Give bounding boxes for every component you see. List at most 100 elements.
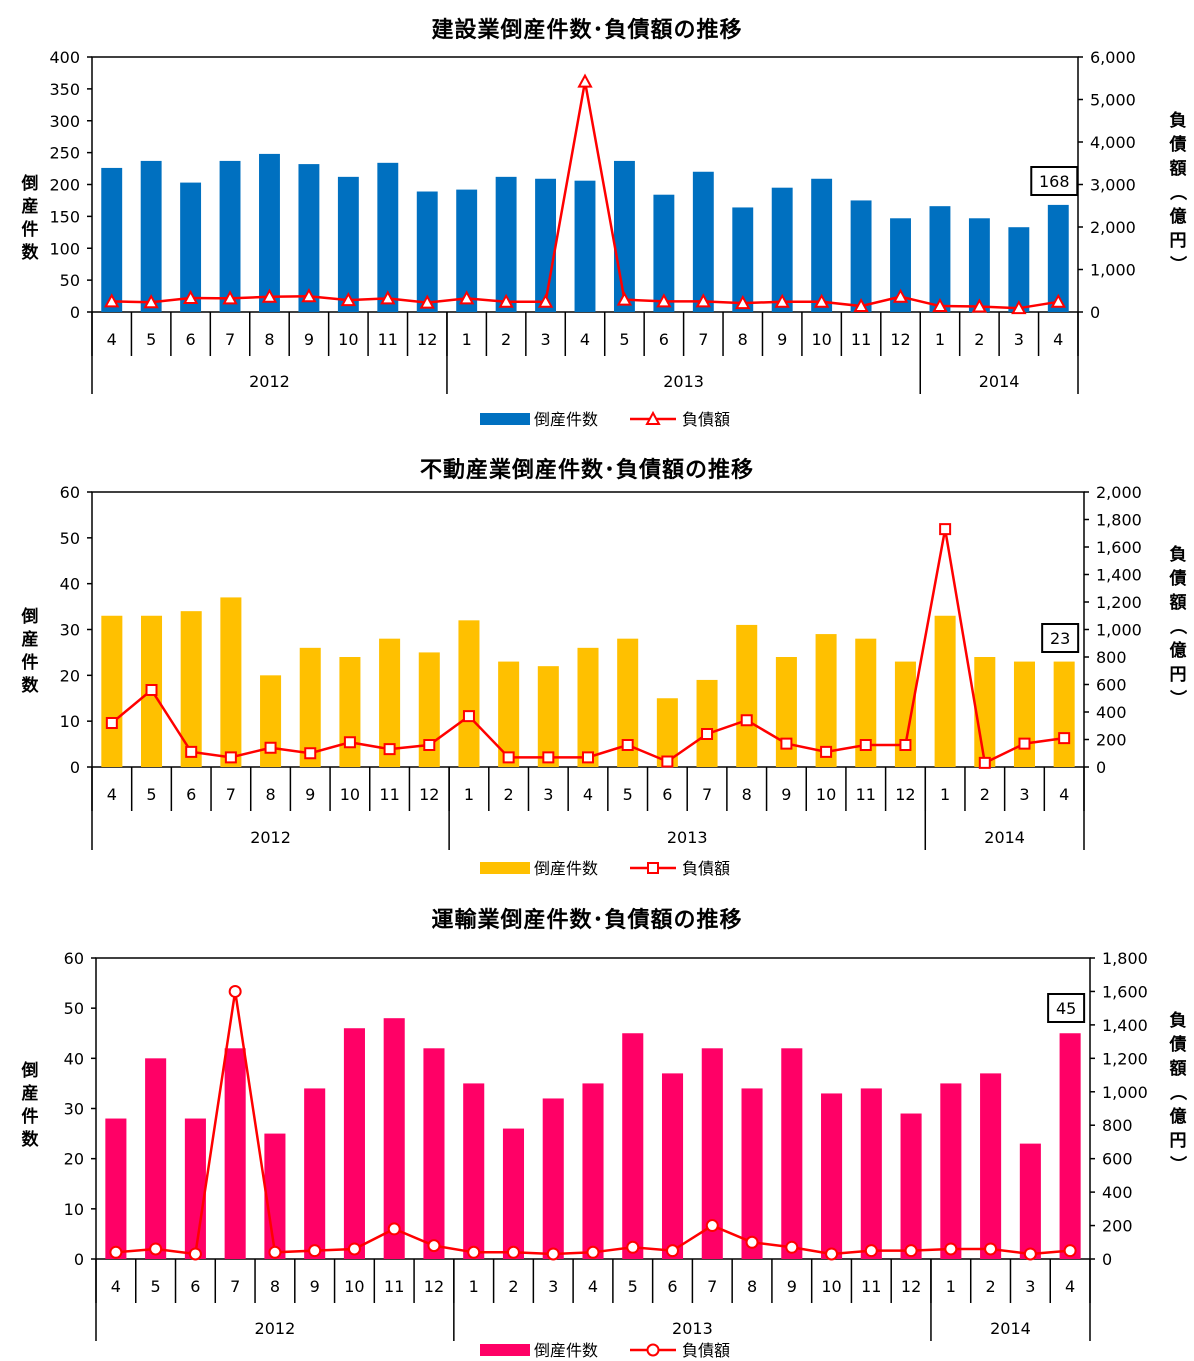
y-tick-label: 20 (64, 1150, 84, 1169)
debt-marker (820, 745, 833, 758)
category-label: 9 (310, 1277, 320, 1296)
y2-axis-label-char: 債 (1169, 134, 1187, 155)
bar (498, 661, 520, 767)
callout-label: 168 (1039, 172, 1070, 191)
bar (1019, 1143, 1041, 1259)
y-tick-label: 300 (49, 112, 80, 131)
debt-marker (261, 288, 278, 303)
category-label: 6 (186, 330, 196, 349)
debt-marker (626, 1240, 640, 1254)
category-label: 12 (419, 785, 439, 804)
debt-marker (899, 739, 912, 751)
bar (855, 638, 877, 767)
debt-marker (1023, 1247, 1037, 1261)
y-tick-label: 100 (49, 239, 80, 258)
chart-title: 建設業倒産件数･負債額の推移 (431, 18, 743, 43)
y2-axis-label-char: 債 (1169, 1034, 1187, 1055)
y2-axis-label-char: 億 (1170, 206, 1187, 227)
debt-marker (661, 755, 674, 768)
bar (781, 1048, 803, 1259)
bar (890, 218, 911, 312)
debt-marker (347, 1242, 361, 1256)
debt-marker (340, 292, 357, 307)
category-label: 12 (901, 1277, 921, 1296)
debt-marker (939, 523, 952, 536)
legend-bar-label: 倒産件数 (534, 1341, 598, 1360)
category-label: 2 (980, 785, 990, 804)
y2-axis-label-char: （ (1167, 1084, 1188, 1101)
y-axis-label-char: 産 (22, 1083, 39, 1104)
y2-axis-label-char: （ (1167, 618, 1188, 635)
category-label: 4 (580, 330, 590, 349)
y2-tick-label: 2,000 (1090, 218, 1136, 237)
bar (224, 1048, 246, 1259)
year-label: 2014 (990, 1319, 1031, 1338)
y2-tick-label: 600 (1102, 1150, 1133, 1169)
bar (1008, 227, 1030, 312)
bar (383, 1018, 405, 1259)
y-tick-label: 50 (60, 271, 80, 290)
debt-marker (1011, 300, 1027, 315)
bar (145, 1058, 167, 1259)
construction-chart: 建設業倒産件数･負債額の推移 0 50 100 150 200 250 300 350 400 0… (0, 0, 1194, 440)
debt-marker (785, 1240, 799, 1254)
category-label: 7 (230, 1277, 240, 1296)
category-label: 6 (186, 785, 196, 804)
bar (617, 638, 639, 767)
y-axis-label-char: 数 (22, 675, 40, 696)
bar (337, 176, 359, 312)
category-label: 9 (305, 785, 315, 804)
debt-marker (462, 710, 475, 723)
bar (900, 1113, 922, 1259)
y-axis-label-char: 件 (22, 1106, 39, 1127)
debt-marker (387, 1222, 401, 1236)
debt-marker (149, 1242, 163, 1256)
bar (379, 638, 401, 767)
category-label: 9 (304, 330, 314, 349)
category-label: 10 (821, 1277, 841, 1296)
debt-marker (423, 739, 436, 751)
y-axis-label-char: 倒 (21, 607, 39, 627)
debt-marker (301, 288, 317, 303)
bar (661, 1073, 684, 1259)
category-label: 3 (543, 785, 553, 804)
y2-axis-label-char: ） (1167, 690, 1188, 707)
legend-bar-swatch (480, 862, 530, 874)
debt-marker (944, 1242, 958, 1256)
bar (775, 657, 797, 767)
debt-marker (701, 728, 714, 740)
y2-tick-label: 4,000 (1090, 133, 1136, 152)
bar (377, 162, 399, 312)
category-label: 5 (619, 330, 629, 349)
category-label: 1 (462, 330, 472, 349)
category-label: 11 (851, 330, 871, 349)
category-label: 9 (787, 1277, 797, 1296)
debt-marker (228, 984, 242, 998)
legend-line-label: 負債額 (682, 1341, 730, 1360)
category-label: 1 (935, 330, 945, 349)
category-label: 7 (226, 785, 236, 804)
bar (811, 178, 833, 312)
debt-marker (582, 751, 594, 764)
bar (542, 1098, 564, 1259)
y2-tick-label: 1,000 (1102, 1083, 1148, 1102)
category-label: 10 (340, 785, 360, 804)
y-tick-label: 40 (60, 575, 80, 594)
bar (495, 176, 517, 312)
y-tick-label: 0 (70, 758, 80, 777)
bar (463, 1083, 485, 1259)
bar (622, 1033, 644, 1259)
y2-tick-label: 800 (1096, 648, 1127, 667)
bar (140, 160, 162, 312)
debt-marker (502, 751, 515, 764)
year-label: 2012 (249, 372, 290, 391)
debt-marker (745, 1235, 759, 1249)
transport-chart-svg: 010203040506002004006008001,0001,2001,40… (21, 949, 1189, 1360)
category-label: 4 (107, 330, 117, 349)
y2-tick-label: 5,000 (1090, 91, 1136, 110)
legend-line-marker (645, 410, 661, 425)
y2-tick-label: 6,000 (1090, 48, 1136, 67)
category-label: 12 (417, 330, 437, 349)
bar (980, 1073, 1002, 1259)
category-label: 5 (146, 785, 156, 804)
